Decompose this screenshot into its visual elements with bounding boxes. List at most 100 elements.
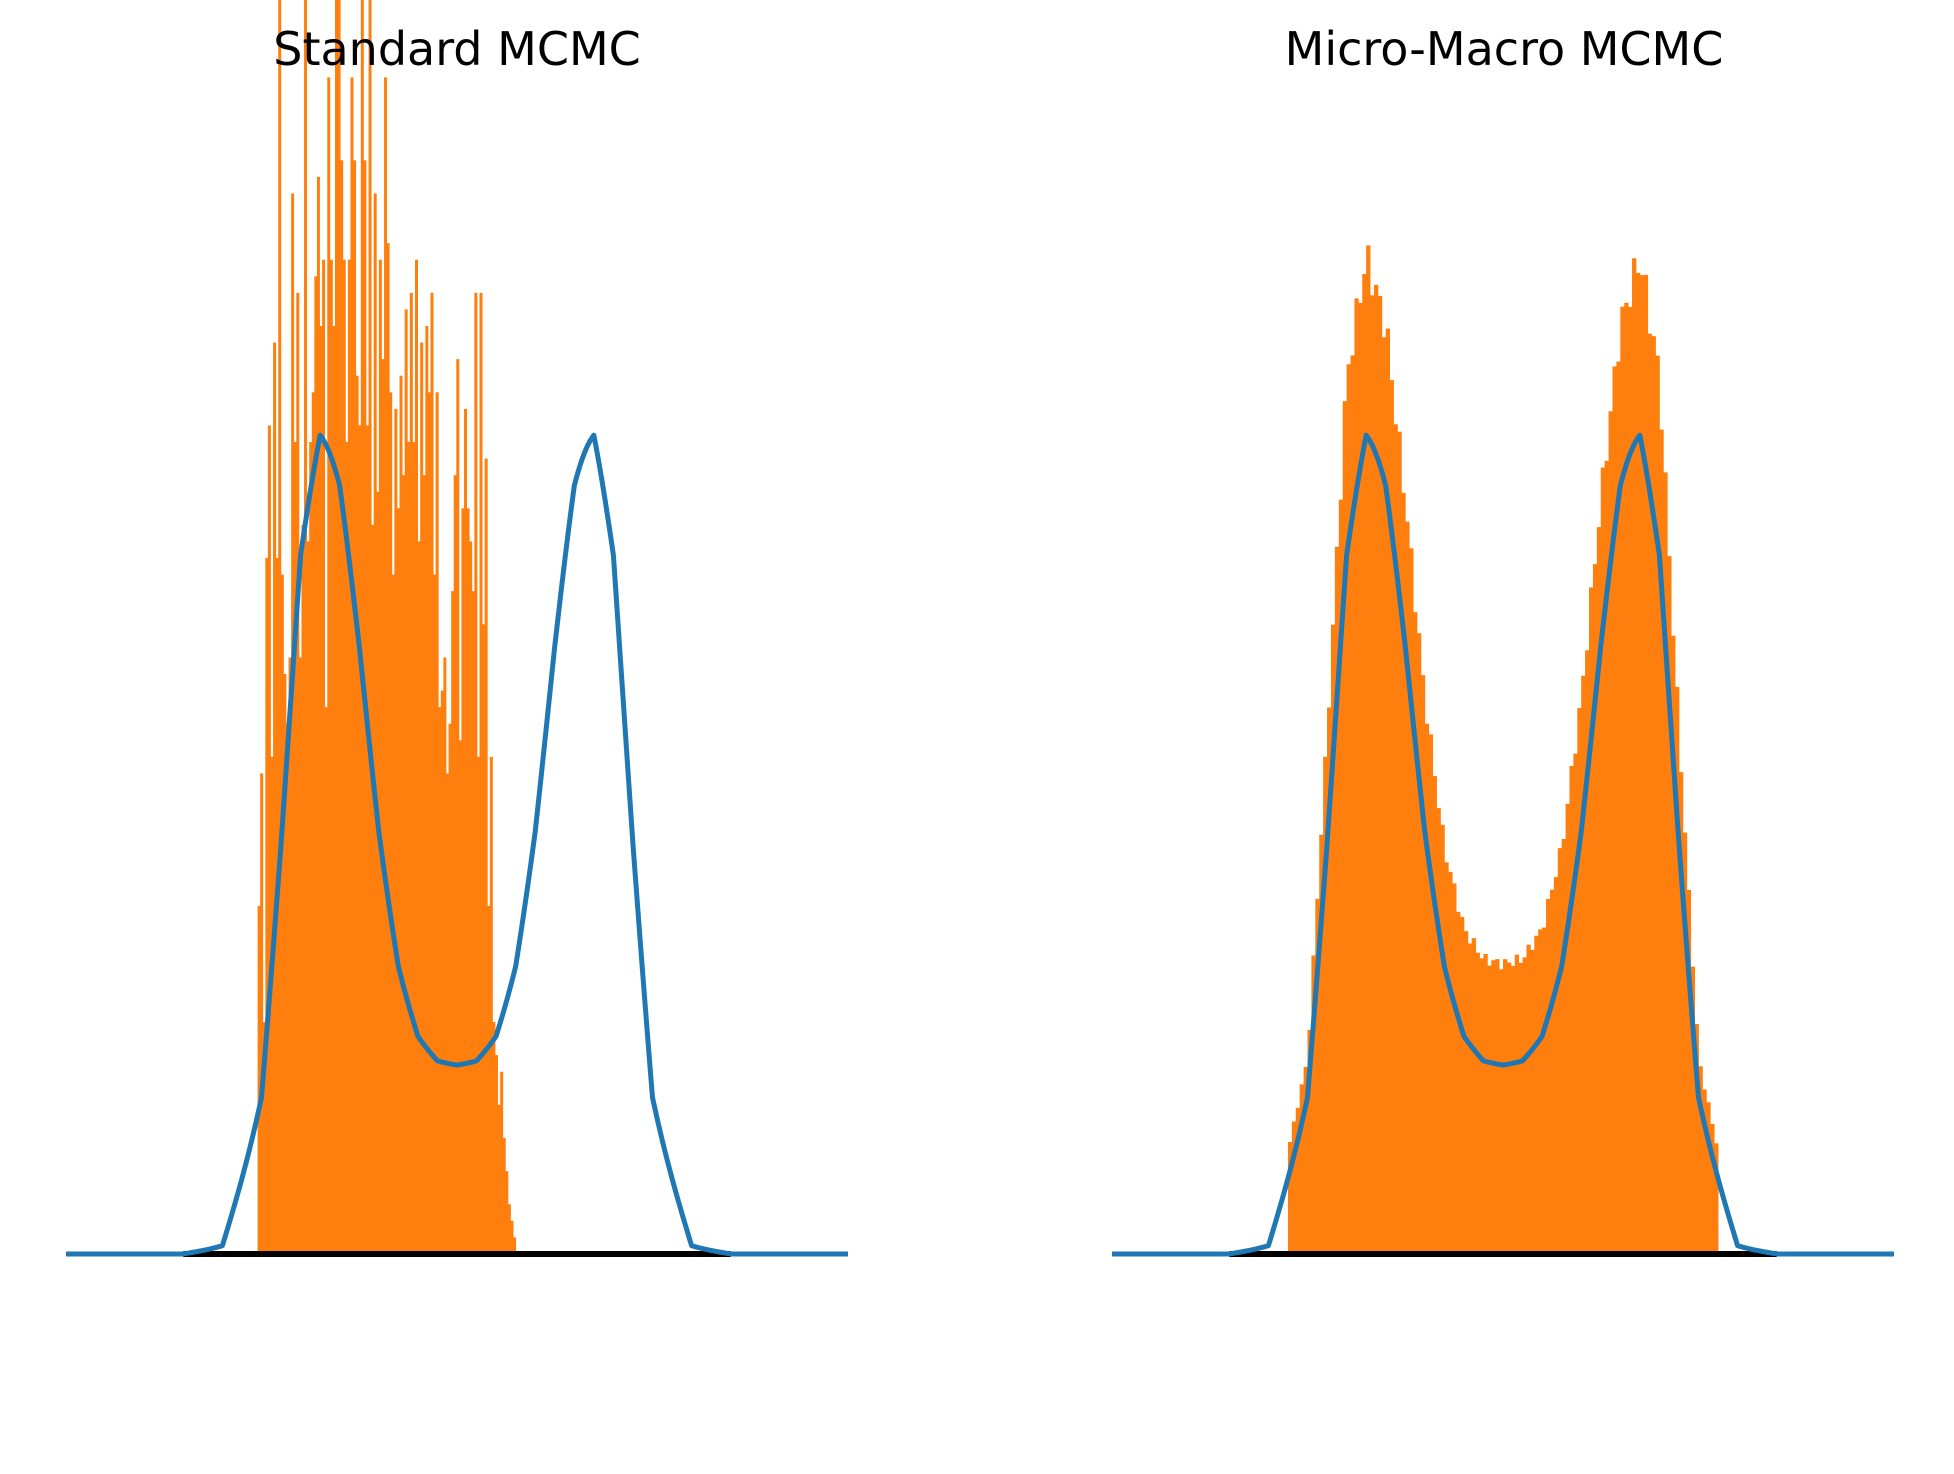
histogram-bar bbox=[1671, 635, 1676, 1254]
histogram-bar bbox=[1405, 521, 1410, 1254]
histogram-bar bbox=[438, 707, 442, 1254]
histogram-bar bbox=[1475, 952, 1480, 1254]
histogram-bar bbox=[1354, 298, 1359, 1254]
histogram-bar bbox=[1538, 929, 1543, 1254]
histogram-bar bbox=[1459, 916, 1465, 1254]
histogram-bar bbox=[267, 425, 271, 1254]
histogram-bar bbox=[1366, 245, 1371, 1254]
histogram-bar bbox=[1639, 275, 1645, 1254]
histogram-bar bbox=[469, 541, 473, 1254]
histogram-bar bbox=[1303, 1066, 1308, 1254]
histogram-bar bbox=[1663, 472, 1668, 1254]
histogram-bar bbox=[1651, 336, 1656, 1254]
histogram-bar bbox=[1499, 969, 1504, 1254]
histogram-bar bbox=[1495, 959, 1500, 1254]
histogram-bar bbox=[1542, 927, 1547, 1254]
histogram-bar bbox=[373, 193, 377, 1254]
histogram-bar bbox=[337, 0, 341, 1255]
histogram-bar bbox=[376, 491, 380, 1254]
histogram-bar bbox=[1565, 803, 1570, 1254]
histogram-bar bbox=[435, 392, 439, 1254]
histogram-bar bbox=[1338, 499, 1344, 1254]
histogram-bar bbox=[1616, 361, 1621, 1254]
histogram-bar bbox=[1467, 943, 1473, 1254]
histogram-bar bbox=[1342, 401, 1347, 1255]
histogram-bar bbox=[1667, 556, 1672, 1254]
histogram-bar bbox=[510, 1220, 514, 1254]
histogram-bar bbox=[1432, 776, 1437, 1254]
histogram-bar bbox=[1596, 527, 1602, 1254]
histogram-bar bbox=[280, 574, 284, 1254]
panel-micro-macro-mcmc bbox=[1111, 245, 1895, 1257]
histogram-bar bbox=[1299, 1084, 1304, 1254]
histogram-bar bbox=[329, 259, 333, 1254]
histogram-bar bbox=[306, 541, 310, 1254]
histogram-bar bbox=[394, 408, 398, 1254]
histogram-bar bbox=[1319, 834, 1324, 1254]
histogram-bar bbox=[456, 359, 460, 1255]
histogram-bar bbox=[1381, 337, 1387, 1254]
histogram-bar bbox=[1385, 328, 1391, 1254]
histogram-bar bbox=[1503, 959, 1508, 1254]
histogram-bar bbox=[1483, 953, 1488, 1254]
histogram-bar bbox=[1346, 364, 1351, 1255]
histogram-bar bbox=[1514, 954, 1520, 1254]
histogram-bar bbox=[1416, 633, 1422, 1254]
histogram-bar bbox=[1557, 848, 1563, 1254]
histogram-bar bbox=[301, 524, 305, 1254]
histogram-bar bbox=[296, 292, 300, 1254]
histogram-bar bbox=[1428, 734, 1434, 1254]
histogram-bar bbox=[350, 77, 354, 1254]
histogram-bar bbox=[1510, 965, 1516, 1254]
histogram-bar bbox=[1573, 753, 1578, 1254]
histogram-bar bbox=[260, 773, 264, 1254]
histogram-bar bbox=[1561, 838, 1566, 1254]
histogram-bar bbox=[1327, 707, 1332, 1254]
histogram-bar bbox=[335, 0, 338, 1254]
histogram-bar bbox=[1632, 258, 1637, 1254]
histogram-bar bbox=[1377, 295, 1383, 1254]
histogram-bar bbox=[412, 442, 416, 1254]
histogram-bar bbox=[1604, 460, 1609, 1255]
histogram-bar bbox=[1522, 957, 1527, 1254]
histogram-bar bbox=[1714, 1143, 1719, 1254]
histogram-bar bbox=[497, 1104, 501, 1254]
histogram-bar bbox=[451, 591, 455, 1254]
histogram-bar bbox=[1373, 284, 1379, 1254]
histogram-bar bbox=[464, 408, 468, 1254]
histogram-bar bbox=[1287, 1141, 1293, 1254]
histogram-bar bbox=[399, 375, 403, 1254]
histogram-micro-macro-mcmc bbox=[1287, 245, 1719, 1255]
histogram-bar bbox=[1315, 898, 1320, 1254]
chart-title-standard-mcmc: Standard MCMC bbox=[273, 22, 641, 76]
histogram-bar bbox=[1608, 411, 1613, 1255]
histogram-bar bbox=[1643, 274, 1649, 1254]
histogram-bar bbox=[270, 756, 274, 1254]
histogram-bar bbox=[1659, 429, 1664, 1254]
histogram-bar bbox=[1291, 1121, 1297, 1254]
histogram-bar bbox=[448, 723, 452, 1254]
histogram-bar bbox=[316, 176, 320, 1254]
histogram-bar bbox=[513, 1237, 517, 1254]
histogram-bar bbox=[391, 574, 395, 1254]
histogram-bar bbox=[482, 624, 486, 1254]
histogram-bar bbox=[443, 657, 447, 1254]
histogram-bar bbox=[304, 0, 308, 1254]
histogram-bar bbox=[1678, 772, 1684, 1254]
histogram-bar bbox=[492, 1022, 496, 1254]
histogram-bar bbox=[1350, 355, 1355, 1255]
histogram-bar bbox=[288, 657, 292, 1254]
histogram-bar bbox=[311, 392, 315, 1254]
histogram-bar bbox=[298, 657, 302, 1254]
histogram-bar bbox=[1526, 944, 1531, 1254]
histogram-bar bbox=[283, 674, 287, 1254]
histogram-bar bbox=[1577, 708, 1582, 1254]
histogram-bar bbox=[427, 392, 431, 1254]
histogram-bar bbox=[1612, 366, 1617, 1255]
histogram-bar bbox=[378, 259, 382, 1254]
histogram-bar bbox=[353, 160, 357, 1254]
histogram-bar bbox=[1362, 273, 1367, 1254]
histogram-bar bbox=[1546, 898, 1551, 1254]
histogram-bar bbox=[1506, 962, 1512, 1254]
histogram-bar bbox=[285, 723, 289, 1254]
